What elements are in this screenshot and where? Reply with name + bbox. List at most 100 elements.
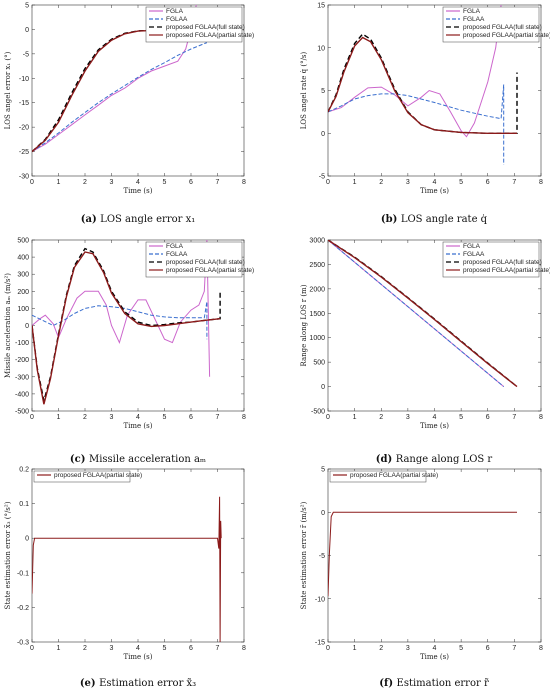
- legend-box: [442, 241, 540, 278]
- y-tick-label: -0.1: [17, 570, 29, 577]
- x-axis-label: Time (s): [124, 653, 153, 661]
- y-tick-label: -200: [15, 357, 29, 364]
- x-tick-label: 3: [406, 414, 410, 421]
- y-tick-label: -20: [19, 125, 29, 132]
- y-tick-label: 0: [321, 510, 325, 517]
- x-tick-label: 2: [83, 179, 87, 186]
- y-tick-label: 0: [25, 323, 29, 330]
- panel-caption: (d) Range along LOS r: [376, 454, 493, 465]
- legend-entry: proposed FGLAA(partial state): [166, 267, 254, 274]
- y-tick-label: -10: [19, 76, 29, 83]
- y-tick-label: 2500: [309, 262, 325, 269]
- x-tick-label: 1: [353, 645, 357, 652]
- x-tick-label: 0: [326, 414, 330, 421]
- y-tick-label: -500: [311, 409, 325, 416]
- chart-5: 0 1 2 3 4 5 6 7 8 -0.3 -0.2 -0.1 0 0.1 0.2 Time (s) Stat…: [3, 467, 246, 690]
- x-tick-label: 1: [57, 645, 61, 652]
- legend-box: [145, 241, 243, 278]
- chart-3: 0 1 2 3 4 5 6 7 8 -500 -400 -300 -200 -100 0 100 200 300 4…: [4, 238, 254, 466]
- chart-6: 0 1 2 3 4 5 6 7 8 -15 -10 -5 0 5 Time (s) State estimat…: [299, 467, 543, 690]
- x-tick-label: 8: [539, 179, 543, 186]
- legend-entry: FGLAA: [463, 16, 485, 23]
- legend-entry: proposed FGLAA(partial state): [350, 472, 438, 479]
- series-line-1: [32, 240, 211, 377]
- panel-caption: (e) Estimation error x̃₃: [80, 678, 196, 689]
- x-axis-label: Time (s): [124, 187, 153, 195]
- x-tick-label: 7: [216, 179, 220, 186]
- legend-entry: FGLA: [166, 8, 184, 15]
- series-line-1: [32, 496, 222, 642]
- x-tick-label: 7: [216, 645, 220, 652]
- legend-entry: FGLA: [166, 243, 184, 250]
- x-tick-label: 4: [433, 179, 437, 186]
- legend-entry: proposed FGLAA(full state): [463, 24, 542, 31]
- y-axis-label: State estimation error r̃ (m/s²): [299, 501, 308, 609]
- x-tick-label: 2: [83, 414, 87, 421]
- legend-entry: proposed FGLAA(partial state): [463, 32, 550, 39]
- x-tick-label: 6: [486, 645, 490, 652]
- x-tick-label: 6: [486, 414, 490, 421]
- x-tick-label: 1: [57, 179, 61, 186]
- x-tick-label: 3: [110, 414, 114, 421]
- y-tick-label: 1000: [309, 335, 325, 342]
- y-tick-label: 0: [321, 131, 325, 138]
- y-tick-label: -25: [19, 149, 29, 156]
- y-tick-label: 1500: [309, 311, 325, 318]
- x-tick-label: 8: [242, 645, 246, 652]
- panel-caption: (f) Estimation error r̃: [379, 678, 489, 689]
- x-axis-label: Time (s): [124, 422, 153, 430]
- x-tick-label: 5: [163, 414, 167, 421]
- y-tick-label: -15: [315, 640, 325, 647]
- y-tick-label: -15: [19, 100, 29, 107]
- legend-entry: FGLA: [463, 243, 481, 250]
- y-tick-label: -0.2: [17, 605, 29, 612]
- x-tick-label: 7: [216, 414, 220, 421]
- chart-4: 0 1 2 3 4 5 6 7 8-500050010001500200025003000Tim…: [300, 238, 550, 466]
- y-tick-label: -500: [15, 409, 29, 416]
- series-line-3: [32, 28, 221, 153]
- y-tick-label: 2000: [309, 286, 325, 293]
- x-tick-label: 3: [406, 179, 410, 186]
- x-tick-label: 5: [163, 645, 167, 652]
- x-tick-label: 6: [486, 179, 490, 186]
- series-line-1: [328, 511, 517, 597]
- y-tick-label: 300: [17, 272, 29, 279]
- series-line-4: [32, 251, 221, 405]
- x-tick-label: 3: [406, 645, 410, 652]
- x-tick-label: 8: [539, 645, 543, 652]
- legend-entry: proposed FGLAA(partial state): [463, 267, 550, 274]
- y-tick-label: 5: [25, 3, 29, 10]
- y-tick-label: 5: [321, 88, 325, 95]
- x-tick-label: 6: [189, 645, 193, 652]
- x-tick-label: 2: [379, 179, 383, 186]
- plot-area: [327, 468, 542, 643]
- x-tick-label: 7: [512, 179, 516, 186]
- x-tick-label: 2: [379, 645, 383, 652]
- x-tick-label: 2: [83, 645, 87, 652]
- legend-entry: proposed FGLAA(partial state): [54, 472, 142, 479]
- panel-caption: (b) LOS angle rate q̇: [381, 214, 488, 225]
- panel-caption: (a) LOS angle error x₁: [81, 214, 196, 225]
- y-tick-label: 0: [25, 536, 29, 543]
- y-axis-label: Missile acceleration aₘ (m/s²): [4, 273, 12, 378]
- y-tick-label: -100: [15, 340, 29, 347]
- series-line-2: [328, 240, 505, 387]
- y-tick-label: 0: [321, 384, 325, 391]
- legend-entry: FGLAA: [166, 16, 188, 23]
- y-tick-label: 200: [17, 289, 29, 296]
- y-tick-label: -5: [23, 51, 29, 58]
- legend-entry: FGLA: [463, 8, 481, 15]
- x-tick-label: 0: [326, 645, 330, 652]
- legend-entry: FGLAA: [463, 251, 485, 258]
- x-tick-label: 1: [353, 179, 357, 186]
- x-axis-label: Time (s): [420, 653, 449, 661]
- y-tick-label: -5: [319, 553, 325, 560]
- y-tick-label: 0.1: [19, 501, 29, 508]
- y-tick-label: -0.3: [17, 640, 29, 647]
- y-tick-label: 10: [317, 45, 325, 52]
- legend-box: [442, 6, 540, 43]
- y-axis-label: LOS angel error x₁ (°): [4, 51, 12, 129]
- x-tick-label: 7: [512, 414, 516, 421]
- y-tick-label: -30: [19, 174, 29, 181]
